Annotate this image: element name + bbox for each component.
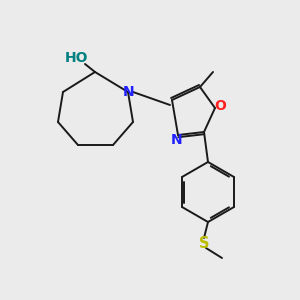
Text: O: O: [214, 99, 226, 113]
Text: HO: HO: [65, 51, 89, 65]
Text: S: S: [199, 236, 209, 250]
Text: N: N: [171, 133, 183, 147]
Text: N: N: [123, 85, 135, 99]
